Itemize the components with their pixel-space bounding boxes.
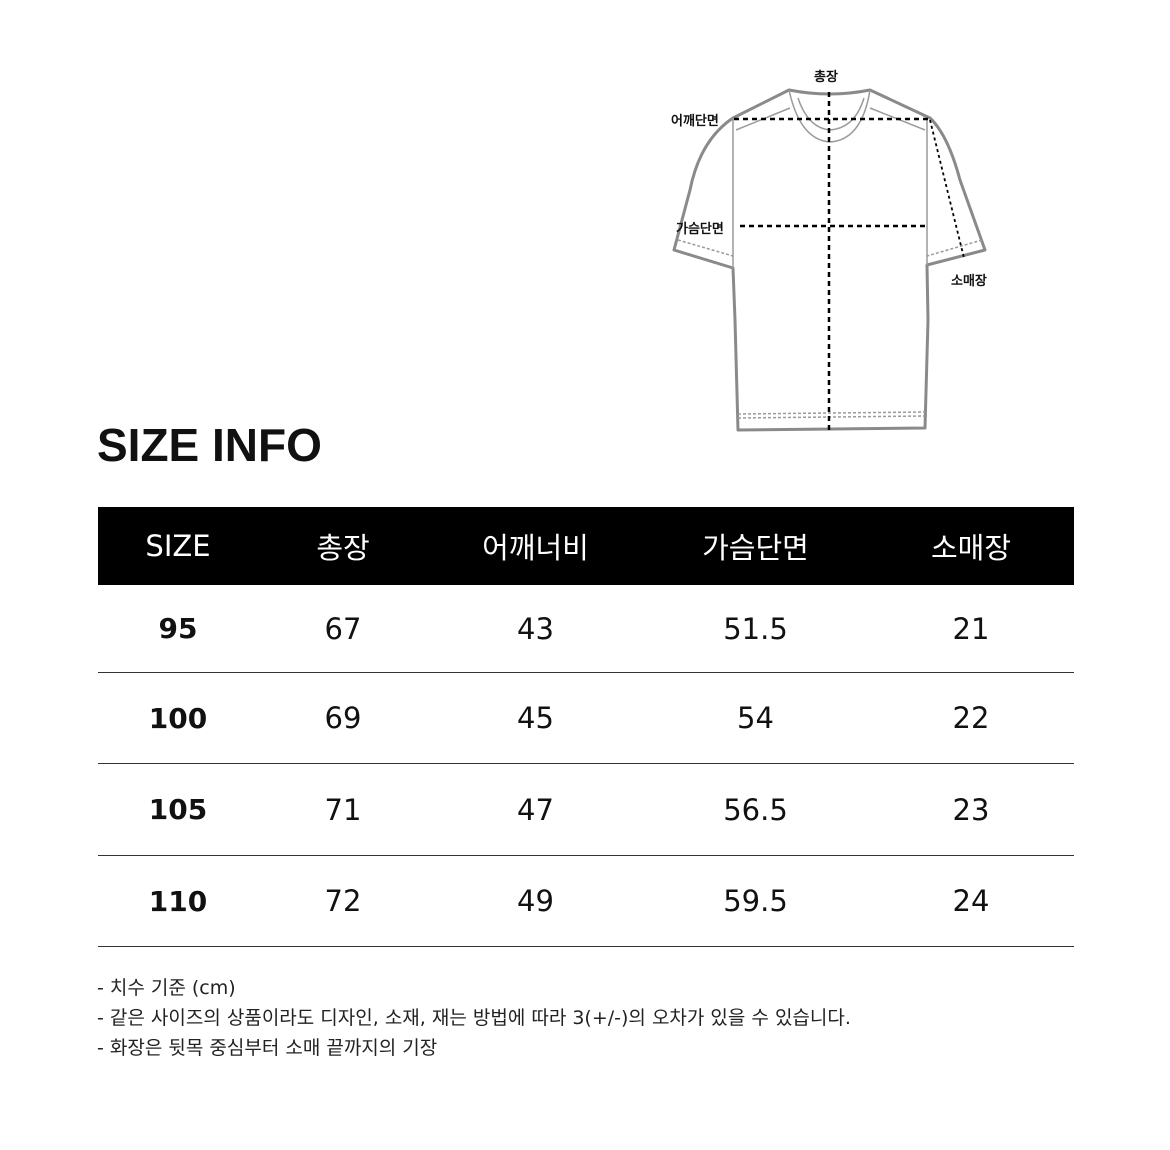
cell-shoulder: 47: [428, 763, 643, 856]
note-tolerance: - 같은 사이즈의 상품이라도 디자인, 소재, 재는 방법에 따라 3(+/-…: [97, 1007, 851, 1029]
cell-chest: 54: [643, 672, 868, 764]
header-shoulder: 어깨너비: [428, 507, 643, 585]
cell-shoulder: 45: [428, 672, 643, 764]
table-row: 100 69 45 54 22: [98, 672, 1074, 764]
cell-total-length: 69: [258, 672, 428, 764]
note-unit: - 치수 기준 (cm): [97, 977, 236, 999]
label-shoulder: 어깨단면: [671, 114, 719, 129]
cell-sleeve: 24: [868, 855, 1074, 947]
cell-sleeve: 21: [868, 585, 1074, 673]
header-total-length: 총장: [258, 507, 428, 585]
table-header-row: SIZE 총장 어깨너비 가슴단면 소매장: [98, 507, 1074, 585]
tshirt-diagram: [672, 88, 987, 432]
table-row: 105 71 47 56.5 23: [98, 763, 1074, 856]
cell-size: 95: [98, 585, 258, 673]
collar-outline: [788, 89, 871, 143]
cell-shoulder: 43: [428, 585, 643, 673]
size-table: SIZE 총장 어깨너비 가슴단면 소매장 95 67 43 51.5 21 1…: [98, 507, 1074, 947]
tshirt-outline: [672, 88, 987, 432]
notes: - 치수 기준 (cm) - 같은 사이즈의 상품이라도 디자인, 소재, 재는…: [97, 973, 851, 1063]
cell-total-length: 71: [258, 763, 428, 856]
label-total-length: 총장: [814, 70, 838, 85]
cell-shoulder: 49: [428, 855, 643, 947]
cell-sleeve: 23: [868, 763, 1074, 856]
cell-sleeve: 22: [868, 672, 1074, 764]
header-size: SIZE: [98, 507, 258, 585]
cell-chest: 51.5: [643, 585, 868, 673]
header-chest: 가슴단면: [643, 507, 868, 585]
cell-size: 105: [98, 763, 258, 856]
cell-total-length: 72: [258, 855, 428, 947]
table-row: 95 67 43 51.5 21: [98, 585, 1074, 673]
table-row: 110 72 49 59.5 24: [98, 855, 1074, 947]
cell-size: 100: [98, 672, 258, 764]
cell-total-length: 67: [258, 585, 428, 673]
page-title: SIZE INFO: [97, 419, 322, 471]
note-sleeve-definition: - 화장은 뒷목 중심부터 소매 끝까지의 기장: [97, 1037, 438, 1059]
label-chest: 가슴단면: [676, 222, 724, 237]
cell-size: 110: [98, 855, 258, 947]
label-sleeve: 소매장: [951, 274, 987, 289]
cell-chest: 59.5: [643, 855, 868, 947]
header-sleeve: 소매장: [868, 507, 1074, 585]
cell-chest: 56.5: [643, 763, 868, 856]
